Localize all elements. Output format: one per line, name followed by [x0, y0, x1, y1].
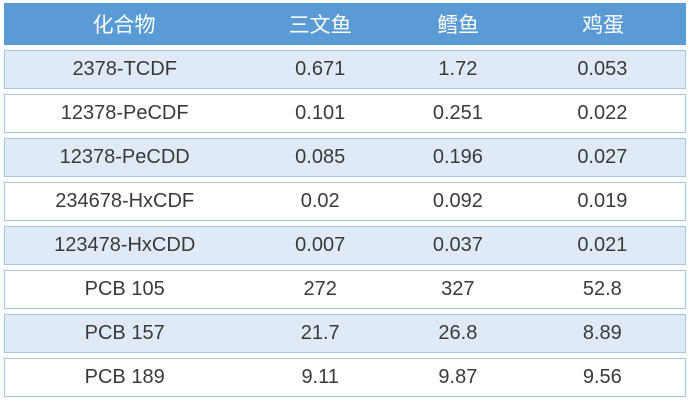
- compound-concentration-table: 化合物 三文鱼 鳕鱼 鸡蛋 2378-TCDF 0.671 1.72 0.053…: [4, 3, 686, 397]
- table-cell: 0.671: [295, 58, 346, 80]
- table-cell: 0.053: [577, 58, 628, 80]
- compound-name-cell: PCB 105: [84, 278, 165, 300]
- table-cell: 0.019: [577, 190, 628, 212]
- header-cell-cod: 鳕鱼: [437, 14, 480, 37]
- table-header-row: 化合物 三文鱼 鳕鱼 鸡蛋: [4, 3, 686, 45]
- table-cell: 0.101: [295, 102, 346, 124]
- table-row: PCB 157 21.7 26.8 8.89: [4, 314, 686, 353]
- compound-name-cell: 12378-PeCDD: [59, 146, 190, 168]
- table-row: 2378-TCDF 0.671 1.72 0.053: [4, 50, 686, 89]
- table-cell: 9.87: [438, 366, 478, 388]
- compound-name-cell: 234678-HxCDF: [55, 190, 195, 212]
- table-cell: 52.8: [582, 278, 622, 300]
- table-cell: 8.89: [582, 322, 622, 344]
- table-cell: 327: [441, 278, 475, 300]
- table-cell: 272: [303, 278, 337, 300]
- table-row: PCB 189 9.11 9.87 9.56: [4, 358, 686, 397]
- table-cell: 0.092: [432, 190, 483, 212]
- compound-name-cell: 123478-HxCDD: [54, 234, 196, 256]
- table-cell: 0.251: [432, 102, 483, 124]
- header-cell-compound: 化合物: [92, 14, 156, 37]
- table-cell: 0.022: [577, 102, 628, 124]
- table-row: 12378-PeCDF 0.101 0.251 0.022: [4, 94, 686, 133]
- table-cell: 26.8: [438, 322, 478, 344]
- header-cell-salmon: 三文鱼: [288, 14, 352, 37]
- compound-name-cell: PCB 157: [84, 322, 165, 344]
- compound-name-cell: PCB 189: [84, 366, 165, 388]
- table-cell: 21.7: [300, 322, 340, 344]
- table-cell: 0.02: [300, 190, 340, 212]
- compound-name-cell: 12378-PeCDF: [60, 102, 189, 124]
- table-cell: 0.196: [432, 146, 483, 168]
- table-cell: 0.021: [577, 234, 628, 256]
- table-row: 234678-HxCDF 0.02 0.092 0.019: [4, 182, 686, 221]
- header-cell-egg: 鸡蛋: [582, 14, 625, 37]
- table-cell: 0.085: [295, 146, 346, 168]
- table-cell: 0.027: [577, 146, 628, 168]
- table-row: 123478-HxCDD 0.007 0.037 0.021: [4, 226, 686, 265]
- table-cell: 9.56: [582, 366, 622, 388]
- table-cell: 0.007: [295, 234, 346, 256]
- table-cell: 1.72: [438, 58, 478, 80]
- table-cell: 9.11: [301, 366, 339, 388]
- compound-name-cell: 2378-TCDF: [72, 58, 177, 80]
- table-row: 12378-PeCDD 0.085 0.196 0.027: [4, 138, 686, 177]
- table-row: PCB 105 272 327 52.8: [4, 270, 686, 309]
- table-cell: 0.037: [432, 234, 483, 256]
